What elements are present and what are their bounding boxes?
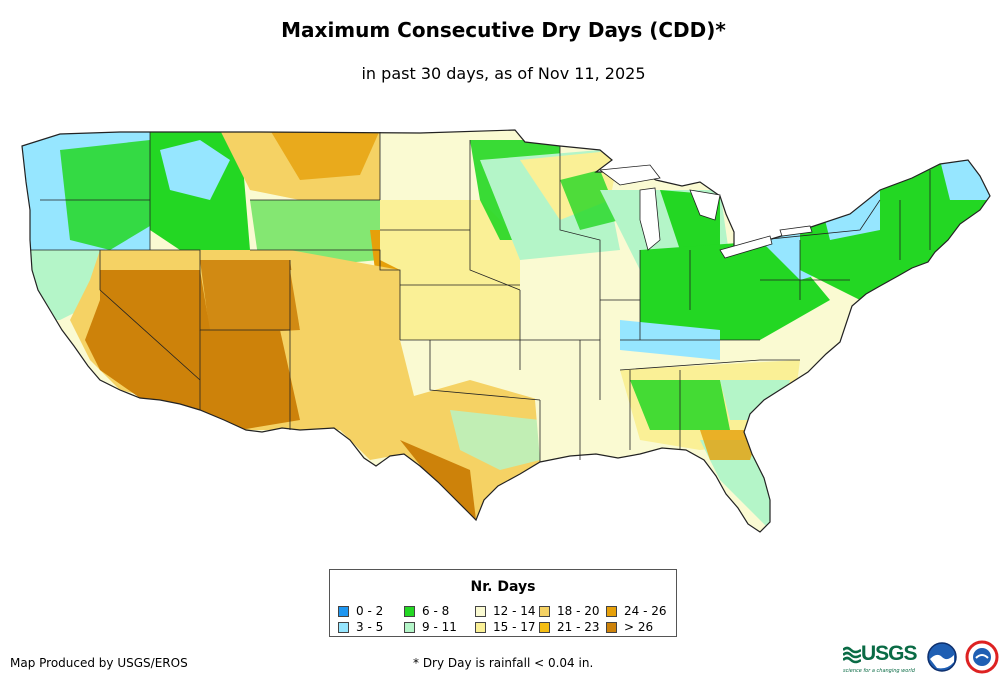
legend-item-15-17: 15 - 17 — [475, 620, 536, 634]
legend-swatch — [539, 621, 550, 633]
legend-label: 0 - 2 — [356, 604, 384, 618]
legend-swatch — [404, 621, 415, 633]
usgs-tagline: science for a changing world — [843, 668, 915, 674]
legend-label: 24 - 26 — [624, 604, 667, 618]
nws-logo-icon — [965, 640, 999, 674]
legend-label: 15 - 17 — [493, 620, 536, 634]
legend-label: > 26 — [624, 620, 654, 634]
legend-item-9-11: 9 - 11 — [404, 620, 457, 634]
legend-swatch — [475, 605, 486, 617]
legend-item-0-2: 0 - 2 — [338, 604, 383, 618]
legend-item-21-23: 21 - 23 — [539, 620, 600, 634]
map-title: Maximum Consecutive Dry Days (CDD)* — [281, 18, 726, 42]
legend-label: 9 - 11 — [422, 620, 457, 634]
legend-item-gt-26: > 26 — [606, 620, 653, 634]
legend-swatch — [338, 605, 349, 617]
legend-item-12-14: 12 - 14 — [475, 604, 536, 618]
legend-label: 3 - 5 — [356, 620, 384, 634]
legend-item-18-20: 18 - 20 — [539, 604, 600, 618]
usgs-wave-icon — [843, 646, 861, 664]
legend-label: 12 - 14 — [493, 604, 536, 618]
usgs-logo: USGS — [861, 642, 918, 665]
legend-item-6-8: 6 - 8 — [404, 604, 449, 618]
state-borders — [30, 132, 931, 462]
legend-swatch — [539, 605, 550, 617]
great-lakes — [598, 164, 813, 259]
agency-logos: USGS science for a changing world — [843, 640, 1003, 680]
legend: Nr. Days 0 - 2 3 - 5 6 - 8 9 - 11 12 - 1… — [329, 569, 677, 637]
noaa-logo-icon — [927, 642, 957, 672]
legend-item-24-26: 24 - 26 — [606, 604, 667, 618]
legend-label: 18 - 20 — [557, 604, 600, 618]
map-credit: Map Produced by USGS/EROS — [10, 656, 188, 670]
legend-swatch — [404, 605, 415, 617]
legend-swatch — [475, 621, 486, 633]
map-subtitle: in past 30 days, as of Nov 11, 2025 — [361, 64, 646, 83]
cdd-map — [21, 129, 991, 533]
legend-swatch — [606, 605, 617, 617]
legend-label: 21 - 23 — [557, 620, 600, 634]
legend-title: Nr. Days — [470, 579, 536, 595]
legend-item-3-5: 3 - 5 — [338, 620, 383, 634]
legend-swatch — [338, 621, 349, 633]
dry-day-note: * Dry Day is rainfall < 0.04 in. — [413, 656, 594, 670]
legend-swatch — [606, 621, 617, 633]
cdd-raster — [22, 130, 990, 532]
legend-label: 6 - 8 — [422, 604, 450, 618]
